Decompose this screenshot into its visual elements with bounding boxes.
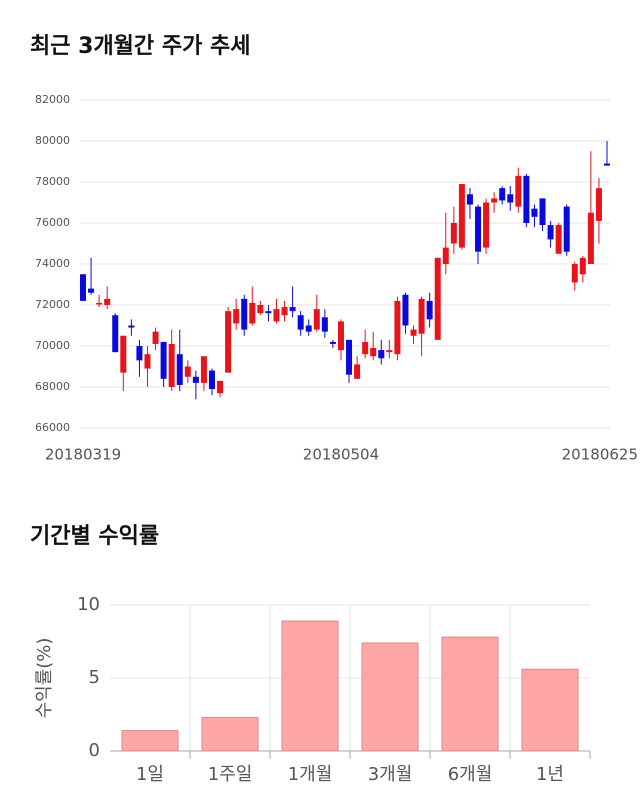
- x-tick-label: 6개월: [448, 764, 493, 785]
- x-tick-label: 1년: [536, 764, 564, 785]
- candle-body: [604, 163, 610, 166]
- candle-body: [410, 329, 417, 336]
- candle-body: [370, 348, 377, 357]
- candle-body: [200, 356, 207, 383]
- candle-body: [233, 309, 240, 324]
- candle-body: [88, 288, 95, 293]
- candle-body: [418, 298, 425, 334]
- candle-body: [225, 311, 232, 373]
- candle-body: [450, 223, 457, 244]
- chart-title: 최근 3개월간 주가 추세: [30, 34, 250, 59]
- y-axis-label: 수익률(%): [34, 638, 55, 719]
- candle-body: [579, 257, 586, 275]
- candle-body: [458, 184, 465, 248]
- bar: [201, 716, 259, 752]
- y-tick-label: 80000: [35, 134, 70, 147]
- candle-body: [176, 354, 183, 385]
- candle-body: [426, 300, 433, 320]
- candle-body: [491, 198, 498, 203]
- candle-body: [547, 225, 554, 240]
- candle-body: [297, 315, 304, 330]
- x-tick-label: 20180319: [45, 446, 121, 464]
- x-tick-label: 20180504: [303, 446, 379, 464]
- x-tick-label: 1일: [136, 764, 164, 785]
- candle-body: [144, 354, 151, 369]
- candle-body: [265, 311, 272, 314]
- y-tick-label: 10: [77, 594, 100, 615]
- candle-body: [386, 350, 393, 353]
- candle-body: [217, 380, 224, 394]
- candle-body: [531, 208, 538, 217]
- bar: [361, 642, 419, 752]
- candle-body: [329, 341, 336, 344]
- candle-body: [337, 321, 344, 351]
- candle-body: [394, 300, 401, 355]
- bar: [521, 668, 579, 752]
- candle-body: [499, 188, 506, 201]
- candle-body: [587, 212, 594, 264]
- candle-body: [346, 339, 353, 375]
- x-tick-label: 1개월: [288, 764, 333, 785]
- candle-body: [321, 317, 328, 332]
- candle-body: [273, 309, 280, 322]
- candle-body: [184, 366, 191, 377]
- candle-body: [281, 307, 288, 316]
- bar: [441, 636, 499, 752]
- candle-body: [539, 198, 546, 226]
- y-tick-label: 68000: [35, 380, 70, 393]
- candle-body: [555, 225, 562, 254]
- candle-body: [507, 194, 514, 203]
- candle-body: [402, 294, 409, 326]
- y-tick-label: 70000: [35, 339, 70, 352]
- y-tick-label: 5: [89, 667, 100, 688]
- candle-body: [515, 175, 522, 207]
- candle-body: [168, 343, 175, 387]
- candle-body: [475, 206, 482, 252]
- y-tick-label: 76000: [35, 216, 70, 229]
- candle-body: [152, 331, 159, 344]
- candle-body: [483, 202, 490, 248]
- candle-body: [362, 341, 369, 355]
- candle-body: [563, 206, 570, 252]
- x-tick-label: 20180625: [562, 446, 638, 464]
- candle-body: [289, 307, 296, 312]
- y-tick-label: 82000: [35, 93, 70, 106]
- candle-body: [466, 194, 473, 205]
- candle-body: [192, 376, 199, 383]
- candle-body: [136, 346, 143, 361]
- candle-body: [354, 364, 361, 379]
- candle-body: [208, 370, 215, 390]
- candle-body: [442, 247, 449, 264]
- candle-body: [112, 315, 119, 353]
- x-tick-label: 3개월: [368, 764, 413, 785]
- candle-body: [241, 298, 248, 330]
- y-tick-label: 66000: [35, 421, 70, 434]
- candle-body: [249, 302, 256, 324]
- candle-body: [523, 175, 530, 223]
- x-tick-label: 1주일: [208, 764, 253, 785]
- candle-body: [128, 325, 135, 328]
- candle-body: [434, 257, 441, 340]
- candle-body: [305, 325, 312, 332]
- candle-body: [120, 335, 127, 373]
- candle-body: [160, 341, 167, 379]
- y-tick-label: 0: [89, 740, 100, 761]
- candle-body: [378, 350, 385, 359]
- candle-body: [80, 274, 86, 301]
- y-tick-label: 78000: [35, 175, 70, 188]
- candle-body: [595, 188, 602, 221]
- candle-body: [313, 309, 320, 330]
- y-tick-label: 72000: [35, 298, 70, 311]
- candle-body: [257, 305, 264, 314]
- bar: [281, 620, 339, 752]
- chart-title: 기간별 수익률: [30, 524, 159, 549]
- candle-body: [104, 298, 111, 305]
- bar: [121, 730, 179, 752]
- candle-body: [571, 264, 578, 283]
- y-tick-label: 74000: [35, 257, 70, 270]
- candle-body: [96, 302, 103, 305]
